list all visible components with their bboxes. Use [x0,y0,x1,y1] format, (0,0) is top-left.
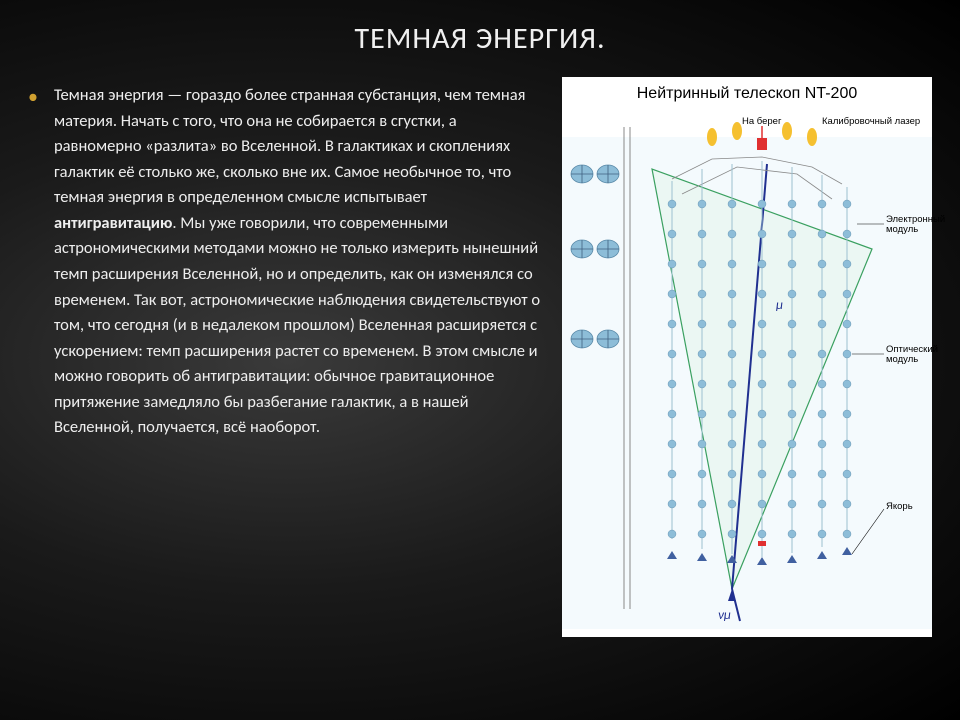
label-laser: Калибровочный лазер [822,117,922,127]
nu-label: νμ [718,608,731,623]
diagram-column: Нейтринный телескоп NT-200 [562,77,932,637]
telescope-diagram: Нейтринный телескоп NT-200 [562,77,932,637]
content-area: • Темная энергия — гораздо более странна… [28,77,932,637]
paragraph-part1: Темная энергия — гораздо более странная … [54,85,526,207]
laser-icon [757,126,767,150]
mu-label: μ [776,298,783,313]
bullet-icon: • [28,87,38,107]
diagram-svg: μ νμ [562,109,932,629]
label-emodule: Электронный модуль [886,215,946,236]
text-column: • Темная энергия — гораздо более странна… [28,77,544,637]
label-anchor: Якорь [886,502,913,512]
label-omodule: Оптический модуль [886,345,946,366]
label-shore: На берег [742,117,781,127]
paragraph-bold: антигравитацию [54,213,172,233]
body-paragraph: Темная энергия — гораздо более странная … [54,83,544,441]
diagram-title: Нейтринный телескоп NT-200 [562,85,932,103]
slide-title: ТЕМНАЯ ЭНЕРГИЯ. [28,20,932,57]
paragraph-part2: . Мы уже говорили, что современными астр… [54,213,540,438]
